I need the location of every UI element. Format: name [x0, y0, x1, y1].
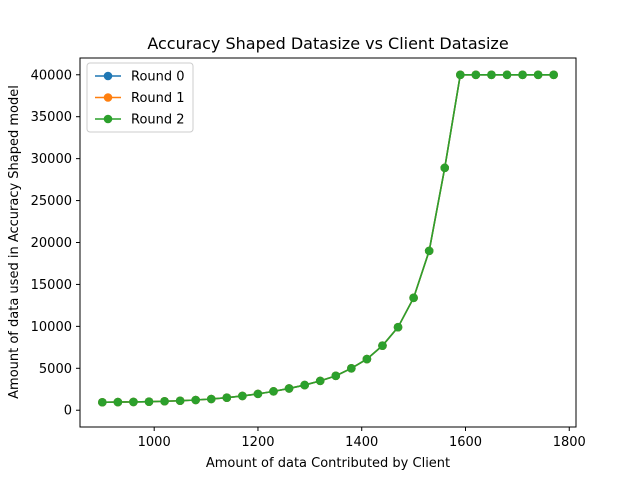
- data-point: [456, 70, 465, 80]
- y-tick-label: 30000: [31, 152, 72, 167]
- data-point: [549, 70, 558, 80]
- data-point: [144, 397, 154, 406]
- data-point: [284, 384, 294, 393]
- x-tick-label: 1400: [345, 435, 378, 450]
- legend-item: Round 0: [95, 70, 185, 85]
- x-tick-label: 1200: [241, 435, 274, 450]
- legend: Round 0 Round 1 Round 2: [86, 62, 194, 133]
- y-axis: 0 5000 10000 15000 20000 25000 30000 35000 40000: [31, 68, 80, 419]
- legend-box: [86, 62, 194, 133]
- y-tick-label: 40000: [31, 68, 72, 83]
- data-point: [191, 395, 200, 405]
- data-point: [533, 70, 543, 80]
- plot-area: [98, 70, 558, 407]
- data-point: [175, 396, 185, 406]
- legend-item: Round 1: [95, 91, 185, 106]
- x-axis: 1000 1200 1400 1600 1800: [138, 427, 586, 450]
- data-point: [487, 70, 496, 80]
- y-tick-label: 25000: [31, 194, 72, 209]
- data-point: [300, 380, 309, 390]
- data-point: [98, 397, 107, 407]
- data-point: [471, 70, 481, 80]
- data-point: [129, 397, 138, 407]
- data-point: [269, 387, 278, 396]
- data-point: [362, 354, 372, 364]
- y-tick-label: 10000: [31, 320, 72, 335]
- y-tick-label: 35000: [31, 110, 72, 125]
- legend-marker: [103, 71, 113, 81]
- y-tick-label: 15000: [31, 278, 72, 293]
- data-point: [378, 341, 387, 350]
- y-axis-label: Amount of data used in Accuracy Shaped m…: [7, 85, 22, 399]
- legend-label: Round 2: [131, 113, 185, 128]
- data-point: [409, 293, 418, 303]
- y-tick-label: 5000: [39, 362, 72, 377]
- data-point: [393, 322, 403, 332]
- legend-item: Round 2: [95, 113, 185, 128]
- y-tick-label: 20000: [31, 236, 72, 251]
- series-round-2: [98, 70, 558, 407]
- data-point: [315, 376, 325, 386]
- data-point: [347, 363, 356, 373]
- x-axis-label: Amount of data Contributed by Client: [206, 456, 450, 471]
- y-tick-label: 0: [64, 404, 72, 419]
- data-point: [331, 371, 341, 381]
- data-point: [518, 70, 527, 80]
- data-point: [424, 246, 434, 256]
- data-point: [502, 70, 512, 80]
- data-point: [440, 163, 450, 173]
- data-point: [113, 397, 123, 407]
- legend-label: Round 0: [131, 70, 185, 85]
- data-point: [238, 391, 247, 401]
- data-point: [222, 393, 232, 402]
- legend-marker: [103, 114, 113, 124]
- data-point: [253, 389, 263, 399]
- chart-title: Accuracy Shaped Datasize vs Client Datas…: [147, 34, 508, 53]
- legend-marker: [103, 93, 113, 102]
- data-point: [206, 394, 216, 404]
- legend-label: Round 1: [131, 91, 185, 106]
- data-point: [160, 396, 169, 406]
- x-tick-label: 1800: [553, 435, 586, 450]
- x-tick-label: 1000: [138, 435, 171, 450]
- x-tick-label: 1600: [449, 435, 482, 450]
